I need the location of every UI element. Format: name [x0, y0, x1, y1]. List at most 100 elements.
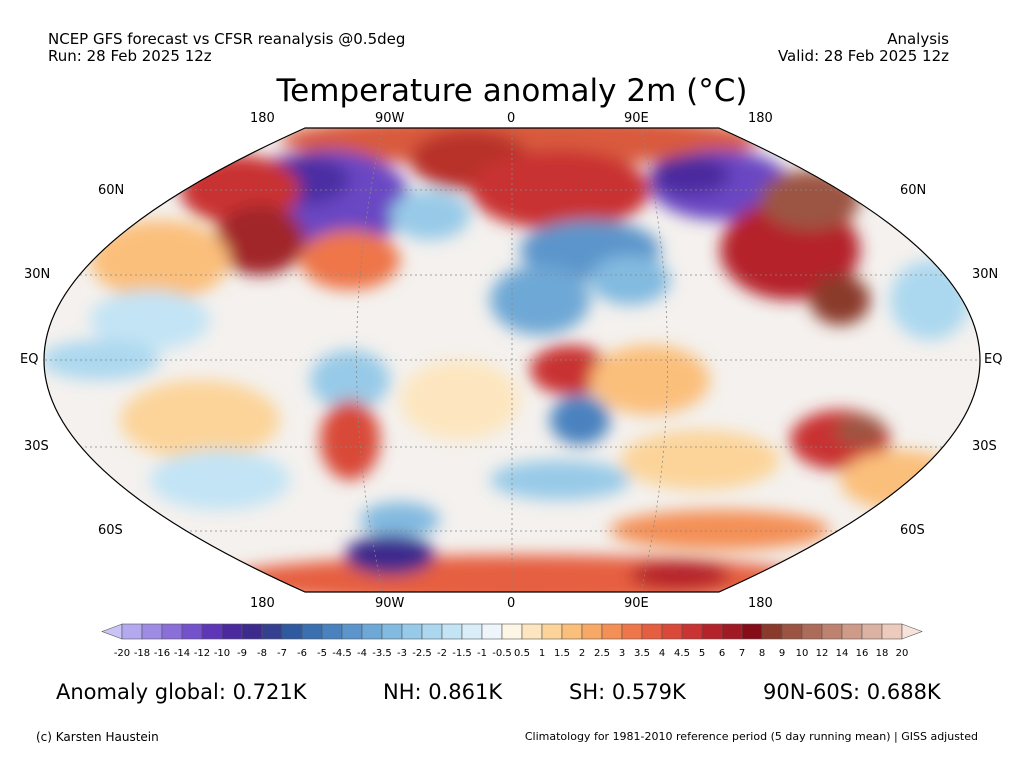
colorbar-tick-label: 6 — [719, 648, 725, 659]
climatology-note: Climatology for 1981-2010 reference peri… — [524, 730, 978, 743]
sh-anomaly: SH: 0.579K — [569, 680, 686, 704]
colorbar-tick-label: 10 — [796, 648, 809, 659]
colorbar-tick-label: -3 — [397, 648, 407, 659]
colorbar-tick-label: -2.5 — [412, 648, 432, 659]
lon-label-bottom: 90E — [624, 596, 649, 611]
colorbar-tick-label: -20 — [114, 648, 130, 659]
colorbar-swatch — [281, 623, 303, 640]
colorbar-tick-label: -10 — [214, 648, 230, 659]
colorbar-tick-label: -9 — [237, 648, 247, 659]
colorbar-swatch — [761, 623, 783, 640]
anomaly-field — [44, 128, 980, 592]
colorbar-swatch — [821, 623, 843, 640]
colorbar-swatch — [501, 623, 523, 640]
colorbar-swatch — [161, 623, 183, 640]
lon-label-bottom: 0 — [507, 596, 516, 611]
lon-label-top: 180 — [748, 111, 773, 126]
arctic-anomaly: 90N-60S: 0.688K — [763, 680, 941, 704]
colorbar-tick-label: -1.5 — [452, 648, 472, 659]
colorbar-tick-label: 1.5 — [554, 648, 570, 659]
colorbar-arrow-high — [901, 623, 923, 640]
colorbar-tick-label: -7 — [277, 648, 287, 659]
colorbar-tick-label: -1 — [477, 648, 487, 659]
colorbar-swatch — [701, 623, 723, 640]
lat-label-left: EQ — [20, 352, 39, 367]
lat-label-left: 30S — [24, 439, 49, 454]
colorbar-tick-label: -16 — [154, 648, 170, 659]
lon-label-top: 90W — [375, 111, 405, 126]
colorbar-swatch — [261, 623, 283, 640]
colorbar-tick-label: 3.5 — [634, 648, 650, 659]
colorbar-tick-label: -18 — [134, 648, 150, 659]
colorbar-tick-label: -4 — [357, 648, 367, 659]
colorbar-swatch — [441, 623, 463, 640]
colorbar-tick-label: 3 — [619, 648, 625, 659]
colorbar-swatch — [121, 623, 143, 640]
colorbar-tick-label: 0.5 — [514, 648, 530, 659]
valid-time: Valid: 28 Feb 2025 12z — [777, 47, 949, 65]
colorbar-swatch — [741, 623, 763, 640]
lat-label-left: 60S — [98, 523, 123, 538]
colorbar-tick-label: 14 — [836, 648, 849, 659]
colorbar-swatch — [581, 623, 603, 640]
colorbar-tick-label: -14 — [174, 648, 190, 659]
colorbar-swatch — [881, 623, 903, 640]
colorbar-tick-label: 2.5 — [594, 648, 610, 659]
lat-label-left: 30N — [24, 267, 51, 282]
colorbar-swatch — [321, 623, 343, 640]
colorbar-swatch — [201, 623, 223, 640]
colorbar-tick-label: -8 — [257, 648, 267, 659]
colorbar-arrow-low — [101, 623, 123, 640]
lon-label-top: 90E — [624, 111, 649, 126]
colorbar-swatch — [381, 623, 403, 640]
lat-label-right: EQ — [984, 352, 1003, 367]
colorbar-tick-label: 8 — [759, 648, 765, 659]
colorbar-swatch — [461, 623, 483, 640]
colorbar-swatch — [301, 623, 323, 640]
colorbar-swatch — [481, 623, 503, 640]
colorbar-swatch — [361, 623, 383, 640]
colorbar-swatch — [621, 623, 643, 640]
colorbar-swatch — [641, 623, 663, 640]
colorbar-tick-label: 16 — [856, 648, 869, 659]
colorbar-swatch — [141, 623, 163, 640]
colorbar-swatch — [421, 623, 443, 640]
map-title: Temperature anomaly 2m (°C) — [276, 73, 748, 109]
analysis-label: Analysis — [887, 30, 949, 48]
colorbar-swatch — [541, 623, 563, 640]
colorbar-tick-label: 20 — [896, 648, 909, 659]
colorbar-swatch — [781, 623, 803, 640]
lat-label-right: 30N — [972, 267, 999, 282]
copyright: (c) Karsten Haustein — [36, 730, 159, 744]
colorbar-tick-label: 7 — [739, 648, 745, 659]
lon-label-top: 180 — [250, 111, 275, 126]
colorbar-swatch — [181, 623, 203, 640]
colorbar-swatch — [221, 623, 243, 640]
colorbar-tick-label: -6 — [297, 648, 307, 659]
colorbar-swatch — [661, 623, 683, 640]
lat-label-right: 60N — [900, 183, 927, 198]
colorbar-swatch — [681, 623, 703, 640]
lon-label-bottom: 90W — [375, 596, 405, 611]
colorbar-tick-label: -0.5 — [492, 648, 512, 659]
lat-label-left: 60N — [98, 183, 125, 198]
colorbar-tick-label: 18 — [876, 648, 889, 659]
colorbar-swatch — [841, 623, 863, 640]
colorbar-tick-label: 12 — [816, 648, 829, 659]
colorbar-swatch — [721, 623, 743, 640]
colorbar-swatch — [401, 623, 423, 640]
lon-label-bottom: 180 — [748, 596, 773, 611]
colorbar-tick-label: 9 — [779, 648, 785, 659]
colorbar-swatch — [801, 623, 823, 640]
colorbar-swatch — [241, 623, 263, 640]
colorbar-tick-label: -5 — [317, 648, 327, 659]
colorbar-tick-label: 1 — [539, 648, 545, 659]
colorbar-tick-label: 2 — [579, 648, 585, 659]
model-description: NCEP GFS forecast vs CFSR reanalysis @0.… — [48, 30, 406, 48]
nh-anomaly: NH: 0.861K — [383, 680, 503, 704]
run-time: Run: 28 Feb 2025 12z — [48, 47, 212, 65]
global-anomaly: Anomaly global: 0.721K — [56, 680, 307, 704]
colorbar-swatch — [521, 623, 543, 640]
